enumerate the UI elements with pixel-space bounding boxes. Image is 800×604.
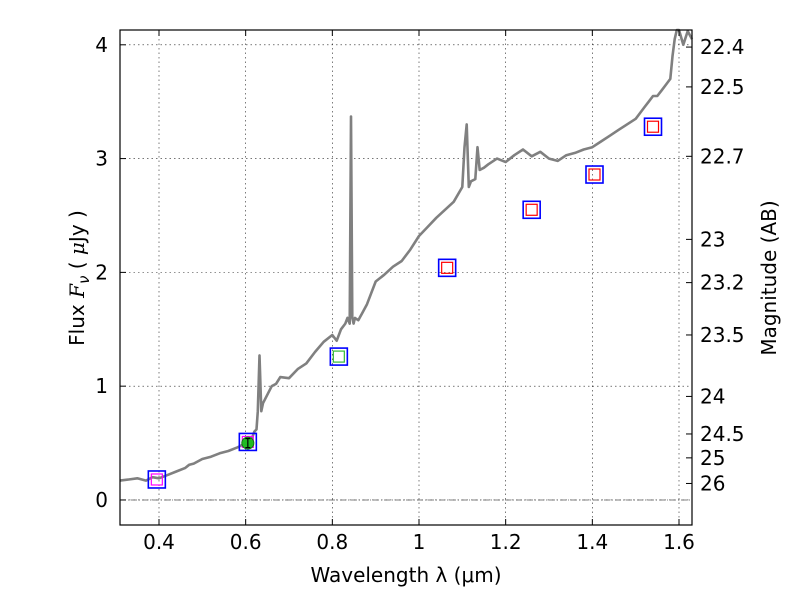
right-axis-label: Magnitude (AB) [757,200,781,355]
right-tick-label: 22.5 [700,75,745,99]
x-axis-label: Wavelength λ (μm) [310,563,501,587]
y-tick-label: 2 [95,260,108,284]
y-tick-label: 1 [95,374,108,398]
observed-point-outer [147,470,167,489]
right-tick-label: 25 [700,446,725,470]
observed-point-outer [329,347,349,366]
right-tick-label: 23 [700,227,725,251]
y-tick-label: 0 [95,488,108,512]
right-tick-label: 24.5 [700,422,745,446]
right-tick-label: 24 [700,384,725,408]
y-tick-label: 4 [95,33,108,57]
x-tick-label: 0.8 [316,530,348,554]
points-layer [147,117,663,489]
observed-point-inner [588,168,601,181]
x-tick-label: 1 [413,530,426,554]
y-axis-label: Flux Fν ( μJy ) [65,210,93,346]
x-tick-label: 1.4 [576,530,608,554]
grid-layer [120,30,692,525]
right-tick-label: 23.5 [700,323,745,347]
y-label-subscript: ν [75,276,93,284]
observed-point-outer [643,117,663,137]
right-tick-label: 23.2 [700,271,745,295]
observed-point-outer [238,432,258,452]
observed-point-inner [525,203,538,216]
x-tick-label: 0.6 [230,530,262,554]
x-tick-label: 1.2 [490,530,522,554]
observed-point-inner [150,473,163,486]
observed-point-inner [332,350,345,363]
right-tick-label: 26 [700,471,725,495]
y-label-part: Jy ) [65,210,89,244]
spectrum-line [119,28,694,482]
observed-point-outer [522,200,541,220]
observed-point-outer [437,258,457,278]
right-tick-label: 22.7 [700,144,745,168]
right-tick-label: 22.4 [700,35,745,59]
spectrum-layer [119,28,694,482]
y-label-unit-symbol: μ [65,242,89,255]
observed-point-outer [585,165,604,184]
y-label-symbol: F [65,283,89,299]
observed-point-inner [646,120,660,133]
x-tick-label: 0.4 [143,530,175,554]
plot-frame [119,29,693,526]
x-tick-label: 1.6 [663,530,695,554]
observed-point-inner [441,261,454,274]
y-tick-label: 3 [95,147,108,171]
y-label-part: ( [65,255,89,276]
y-label-part: Flux [65,298,89,346]
